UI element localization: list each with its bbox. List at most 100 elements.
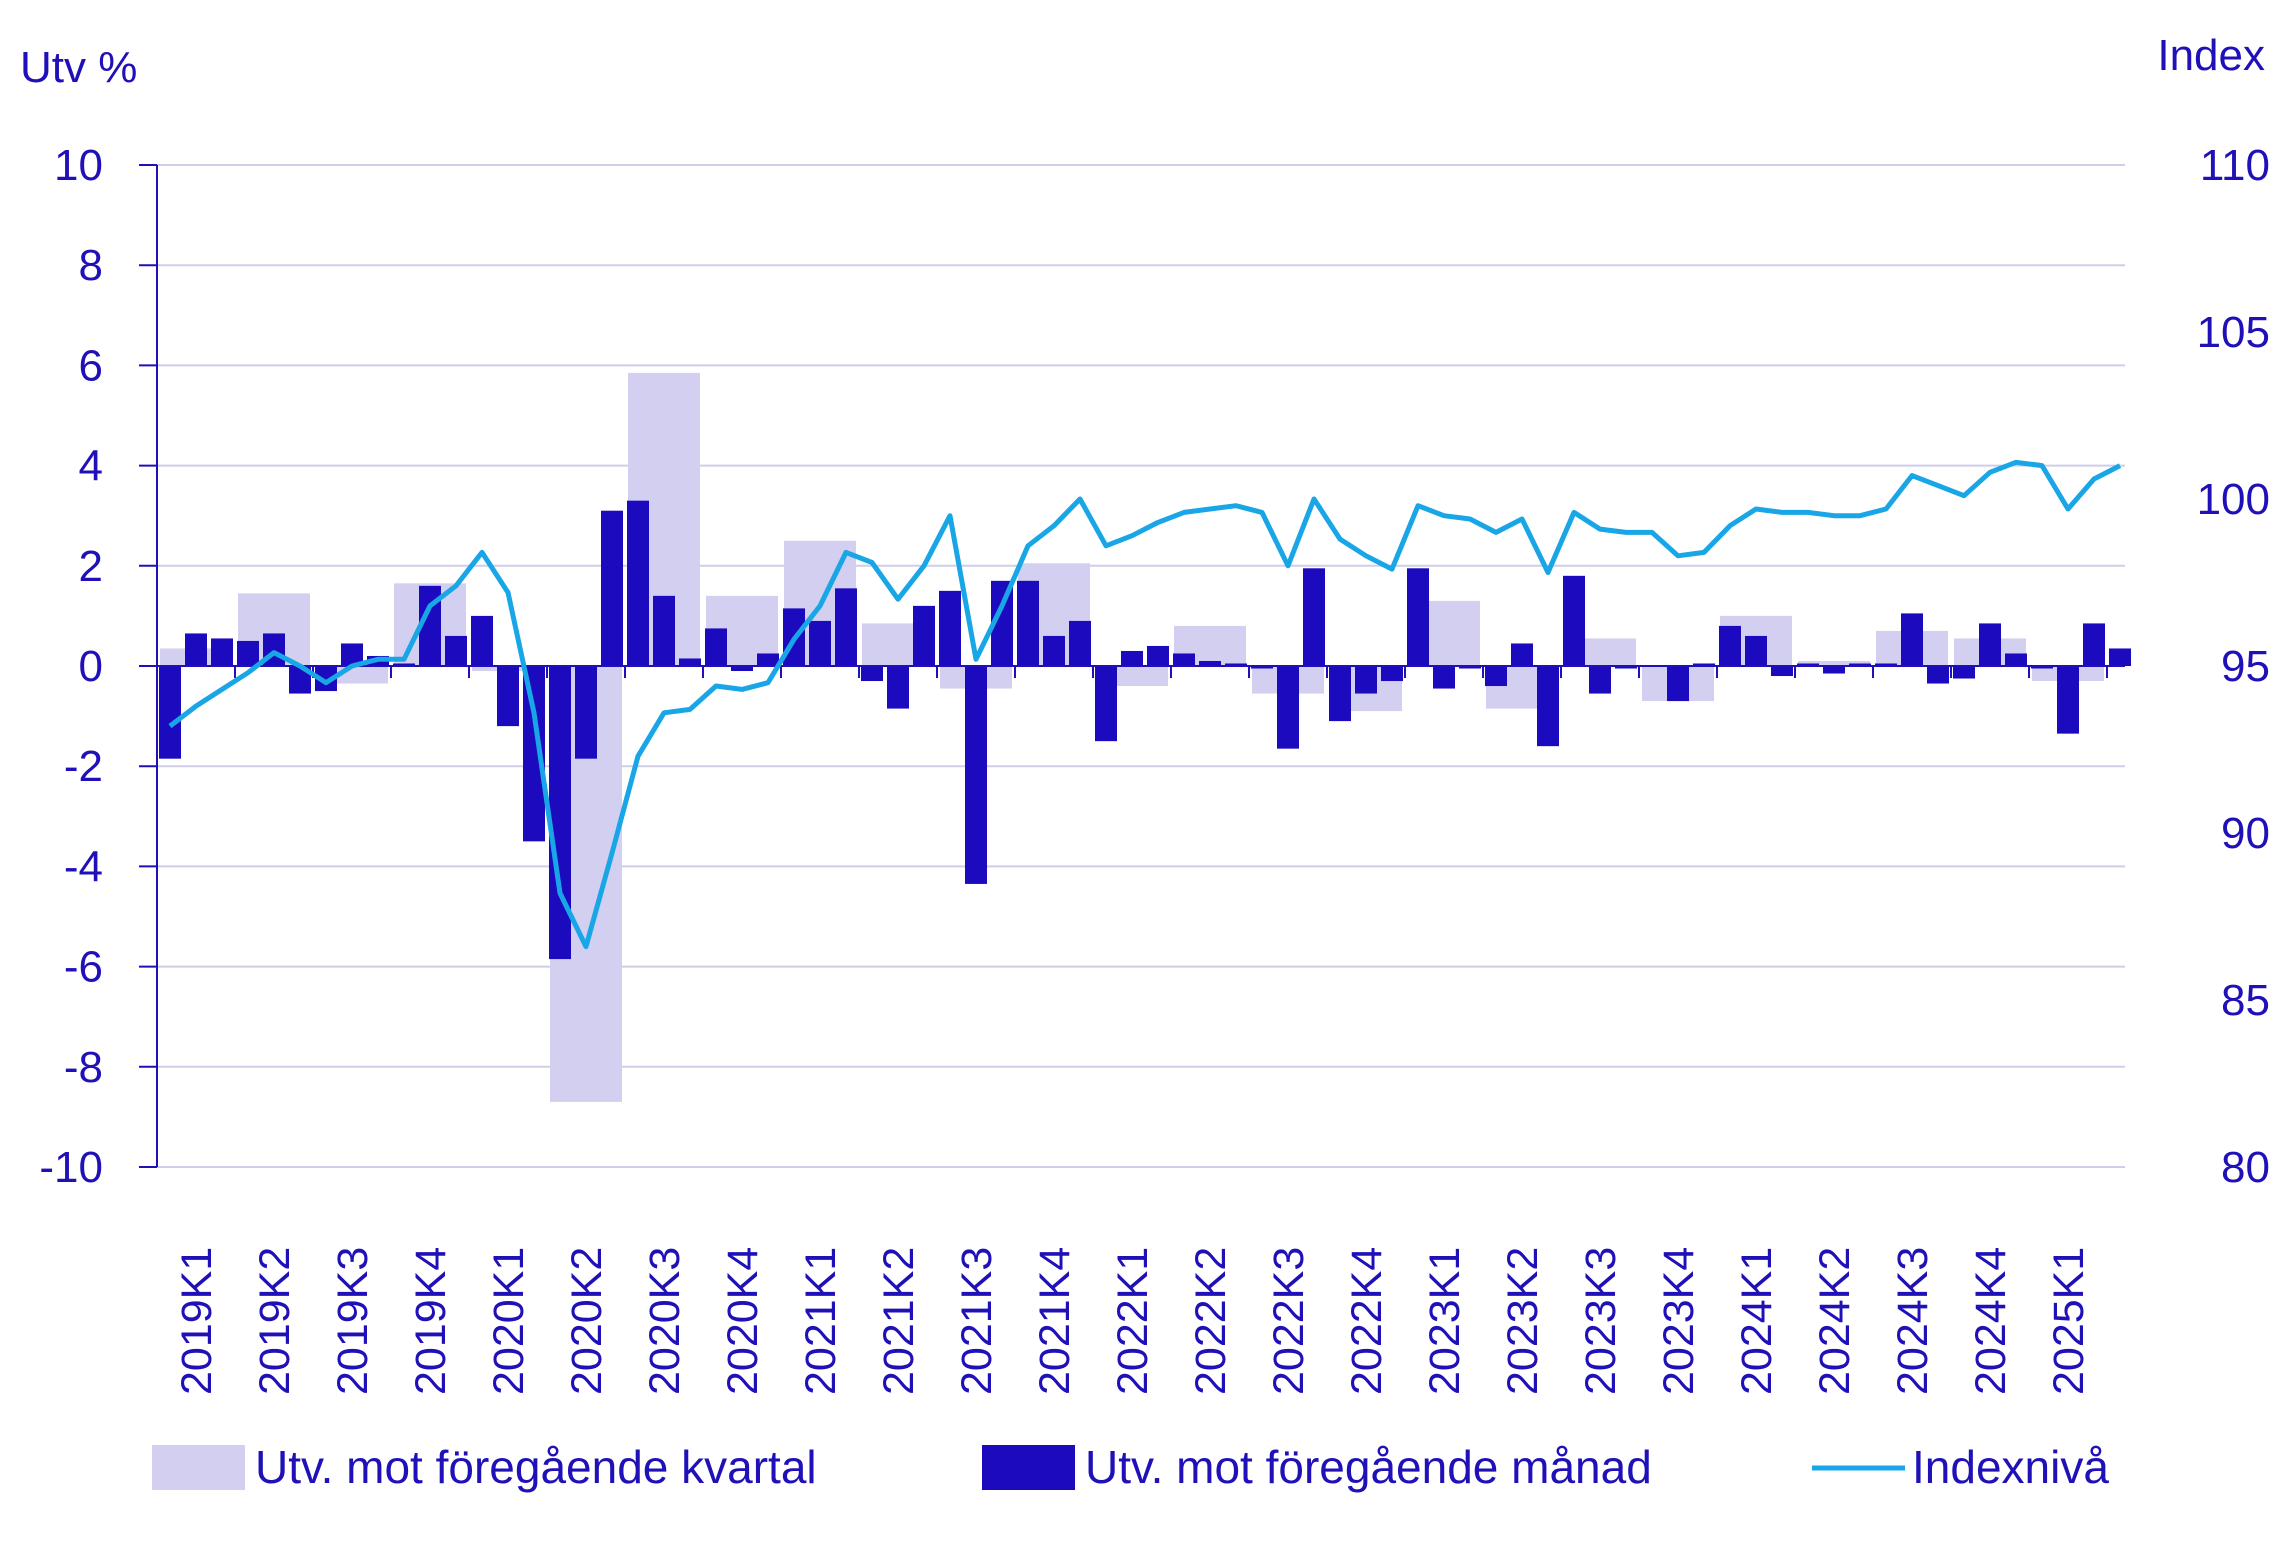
month-bar — [1797, 663, 1819, 666]
month-bar — [731, 666, 753, 672]
x-tick-label: 2022K4 — [1343, 1247, 1391, 1395]
axes — [139, 164, 2125, 1168]
month-bar — [1199, 660, 1221, 666]
legend-swatch-month — [982, 1445, 1075, 1490]
x-tick-label: 2021K4 — [1031, 1247, 1079, 1395]
month-bar — [939, 590, 961, 666]
left-tick-label: 2 — [79, 542, 103, 591]
month-bar — [549, 666, 571, 960]
right-tick-label: 100 — [2197, 475, 2270, 524]
month-bar — [1485, 666, 1507, 687]
x-tick-label: 2019K1 — [173, 1247, 221, 1395]
month-bar — [1121, 650, 1143, 666]
month-bar — [289, 666, 311, 694]
right-tick-label: 80 — [2221, 1143, 2270, 1192]
right-tick-label: 95 — [2221, 642, 2270, 691]
index-line-layer — [168, 459, 2122, 950]
x-tick-labels: 2019K1 2019K2 2019K3 2019K4 2020K1 2020K2 2020… — [173, 1247, 2093, 1395]
month-bar — [211, 638, 233, 666]
right-tick-label: 105 — [2197, 308, 2270, 357]
x-tick-label: 2022K1 — [1109, 1247, 1157, 1395]
x-tick-label: 2024K3 — [1889, 1247, 1937, 1395]
left-tick-label: -2 — [64, 742, 103, 791]
month-bar — [419, 585, 441, 666]
month-bar — [991, 580, 1013, 666]
x-tick-label: 2020K4 — [719, 1247, 767, 1395]
month-bar — [757, 653, 779, 666]
month-bar — [627, 500, 649, 666]
x-tick-label: 2021K1 — [797, 1247, 845, 1395]
month-bar — [1667, 666, 1689, 702]
month-bar — [1433, 666, 1455, 689]
month-bar — [1147, 645, 1169, 666]
x-tick-label: 2023K4 — [1655, 1247, 1703, 1395]
month-bar — [2005, 653, 2027, 666]
legend-label-quarter: Utv. mot föregående kvartal — [255, 1441, 817, 1493]
month-bar — [913, 605, 935, 666]
month-bar — [575, 666, 597, 759]
month-bar — [1251, 666, 1273, 669]
month-bar — [705, 628, 727, 666]
month-bar — [1719, 625, 1741, 666]
month-bar — [2083, 623, 2105, 666]
month-bar — [1771, 666, 1793, 677]
month-bar — [497, 666, 519, 727]
month-bar — [1901, 613, 1923, 666]
x-tick-label: 2023K1 — [1421, 1247, 1469, 1395]
left-tick-label: 4 — [79, 442, 103, 491]
month-bar — [653, 595, 675, 666]
month-bar — [1095, 666, 1117, 742]
x-tick-label: 2025K1 — [2045, 1247, 2093, 1395]
legend-label-index: Indexnivå — [1912, 1441, 2109, 1493]
x-tick-label: 2023K3 — [1577, 1247, 1625, 1395]
right-axis-title: Index — [2157, 31, 2265, 80]
x-tick-label: 2019K4 — [407, 1247, 455, 1395]
month-bar — [1953, 666, 1975, 679]
month-bar — [1823, 666, 1845, 674]
legend-swatch-quarter — [152, 1445, 245, 1490]
month-bar — [2031, 666, 2053, 669]
month-bar — [471, 615, 493, 666]
x-tick-label: 2020K2 — [563, 1247, 611, 1395]
month-bar — [1511, 643, 1533, 666]
x-tick-label: 2021K3 — [953, 1247, 1001, 1395]
month-bar — [1225, 663, 1247, 666]
legend: Utv. mot föregående kvartal Utv. mot för… — [152, 1441, 2109, 1493]
month-bar — [523, 666, 545, 842]
month-bar — [1017, 580, 1039, 666]
month-bar — [1069, 620, 1091, 666]
left-tick-label: 6 — [79, 341, 103, 390]
month-bar — [1745, 635, 1767, 666]
month-bar — [1173, 653, 1195, 666]
left-tick-label: -8 — [64, 1043, 103, 1092]
month-bar — [601, 510, 623, 666]
right-tick-labels: 110 105 100 95 90 85 80 — [2197, 141, 2270, 1192]
month-bar — [1927, 666, 1949, 684]
left-tick-label: 10 — [54, 141, 103, 190]
x-tick-label: 2024K1 — [1733, 1247, 1781, 1395]
month-bar — [835, 588, 857, 666]
right-tick-label: 90 — [2221, 809, 2270, 858]
month-bar — [2109, 648, 2131, 666]
left-tick-label: -6 — [64, 943, 103, 992]
left-tick-labels: 10 8 6 4 2 0 -2 -4 -6 -8 -10 — [39, 141, 103, 1192]
month-bar — [1849, 663, 1871, 666]
month-bar — [1589, 666, 1611, 694]
month-bar — [1381, 666, 1403, 682]
month-bar — [315, 666, 337, 692]
left-tick-label: 8 — [79, 241, 103, 290]
month-bar — [679, 658, 701, 666]
x-tick-label: 2024K4 — [1967, 1247, 2015, 1395]
month-bar — [2057, 666, 2079, 734]
month-bar — [965, 666, 987, 884]
left-tick-label: -4 — [64, 842, 103, 891]
month-bar — [809, 620, 831, 666]
x-tick-label: 2024K2 — [1811, 1247, 1859, 1395]
month-bar — [1979, 623, 2001, 666]
x-tick-label: 2023K2 — [1499, 1247, 1547, 1395]
month-bar — [159, 666, 181, 759]
month-bar — [1459, 666, 1481, 669]
month-bar — [341, 643, 363, 666]
x-tick-label: 2020K1 — [485, 1247, 533, 1395]
